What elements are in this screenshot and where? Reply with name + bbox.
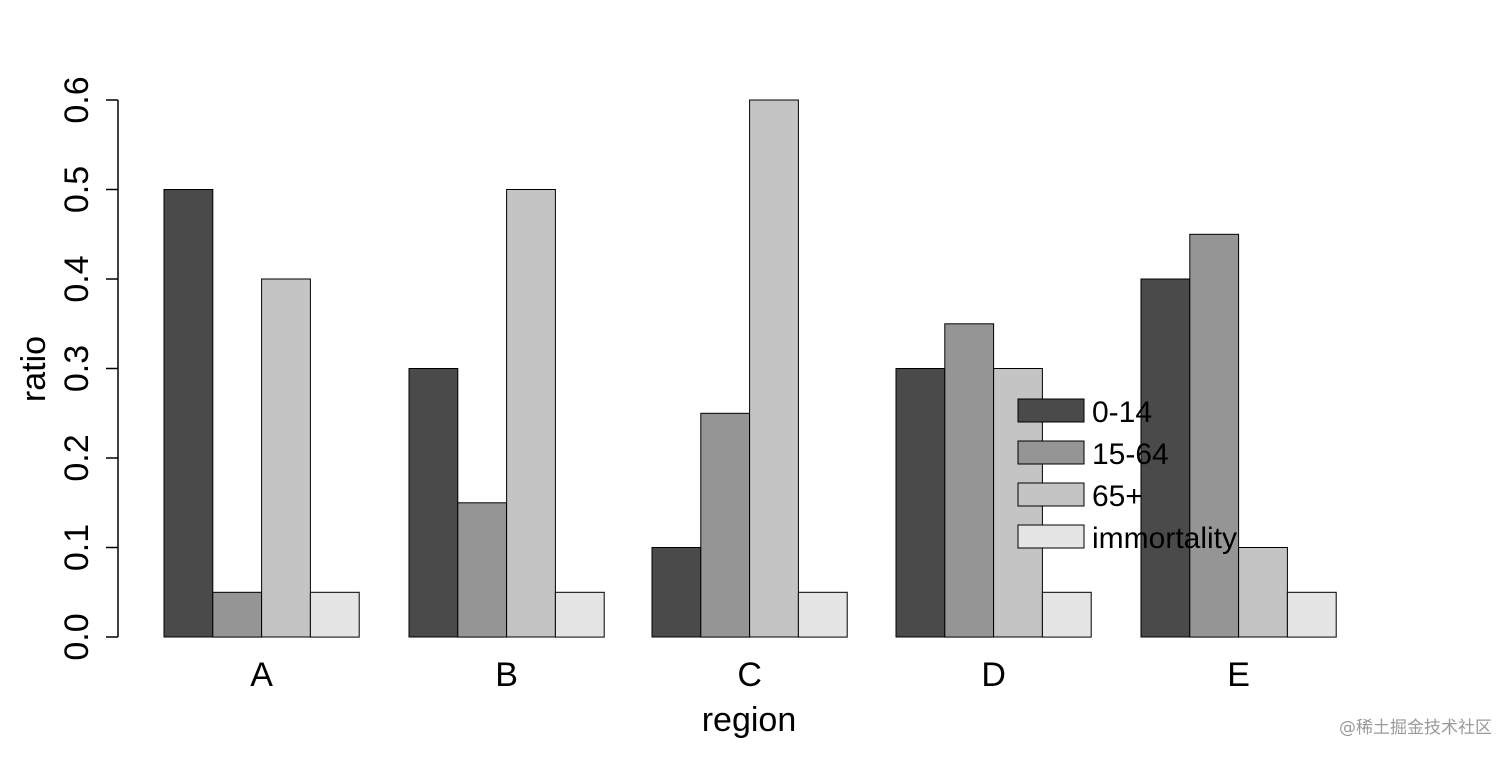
legend-label-65+: 65+ bbox=[1092, 480, 1143, 513]
bar-E-0-14 bbox=[1140, 278, 1191, 638]
x-axis-title: region bbox=[702, 701, 797, 739]
bar-E-immortality bbox=[1286, 591, 1337, 638]
x-tick-labels: A B C D E bbox=[250, 656, 1250, 694]
bar-A-immortality bbox=[309, 591, 360, 638]
y-tick-label: 0.5 bbox=[58, 166, 96, 213]
bar-E-15-64 bbox=[1189, 233, 1240, 638]
legend: 0-14 15-64 65+ immortality bbox=[1017, 396, 1237, 555]
legend-label-15-64: 15-64 bbox=[1092, 438, 1169, 471]
y-axis: 0.0 0.1 0.2 0.3 0.4 0.5 0.6 bbox=[58, 76, 119, 661]
y-tick-label: 0.3 bbox=[58, 345, 96, 392]
bar-C-65+ bbox=[749, 99, 799, 638]
bar-D-15-64 bbox=[944, 323, 995, 638]
y-tick-label: 0.1 bbox=[58, 524, 96, 571]
y-tick-label: 0.4 bbox=[58, 255, 96, 302]
bar-B-immortality bbox=[554, 591, 605, 638]
legend-label-0-14: 0-14 bbox=[1092, 396, 1152, 429]
x-tick-label-C: C bbox=[737, 656, 762, 694]
x-tick-label-D: D bbox=[981, 656, 1006, 694]
legend-swatch-65+ bbox=[1017, 482, 1085, 507]
bar-A-65+ bbox=[261, 278, 311, 638]
bar-A-15-64 bbox=[212, 591, 263, 638]
bar-D-immortality bbox=[1041, 591, 1092, 638]
bar-D-0-14 bbox=[895, 368, 946, 638]
watermark-text: @稀土掘金技术社区 bbox=[1339, 718, 1492, 738]
x-tick-label-E: E bbox=[1227, 656, 1250, 694]
legend-swatch-0-14 bbox=[1017, 398, 1085, 423]
bar-C-immortality bbox=[797, 591, 848, 638]
bar-E-65+ bbox=[1238, 547, 1288, 638]
legend-label-immortality: immortality bbox=[1092, 522, 1237, 555]
y-tick-label: 0.0 bbox=[58, 613, 96, 660]
x-tick-label-B: B bbox=[495, 656, 518, 694]
bar-A-0-14 bbox=[163, 189, 214, 638]
legend-swatch-15-64 bbox=[1017, 440, 1085, 465]
legend-swatch-immortality bbox=[1017, 524, 1085, 549]
bars-group bbox=[163, 99, 1337, 638]
bar-B-65+ bbox=[506, 189, 556, 638]
bar-B-15-64 bbox=[457, 502, 508, 638]
bar-C-15-64 bbox=[700, 412, 751, 638]
bar-B-0-14 bbox=[408, 368, 459, 638]
y-axis-title: ratio bbox=[15, 336, 53, 402]
x-tick-label-A: A bbox=[250, 656, 273, 694]
y-tick-label: 0.2 bbox=[58, 434, 96, 481]
y-tick-label: 0.6 bbox=[58, 76, 96, 123]
bar-C-0-14 bbox=[651, 547, 702, 638]
